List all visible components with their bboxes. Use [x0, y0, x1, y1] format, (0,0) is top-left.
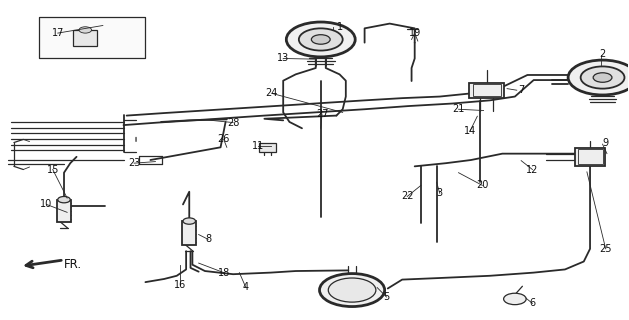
Text: 8: 8 — [205, 234, 211, 244]
Text: 10: 10 — [40, 199, 53, 209]
Text: FR.: FR. — [64, 258, 82, 271]
Text: 2: 2 — [599, 49, 606, 59]
Text: 21: 21 — [452, 104, 465, 114]
Text: 3: 3 — [437, 188, 443, 198]
Bar — [39, 17, 145, 59]
Text: 9: 9 — [603, 138, 609, 148]
Circle shape — [568, 60, 629, 95]
Text: 20: 20 — [476, 180, 489, 190]
Bar — [469, 83, 504, 98]
Circle shape — [286, 22, 355, 57]
Text: 19: 19 — [409, 28, 421, 38]
Bar — [472, 84, 501, 96]
Text: 16: 16 — [174, 280, 186, 290]
Text: 11: 11 — [252, 141, 264, 151]
Text: 14: 14 — [464, 126, 476, 136]
Circle shape — [183, 218, 196, 224]
Bar — [57, 200, 71, 222]
Text: 1: 1 — [337, 22, 343, 32]
Text: 18: 18 — [218, 268, 230, 278]
Circle shape — [299, 28, 343, 51]
Text: 5: 5 — [384, 292, 389, 302]
Bar — [577, 149, 603, 164]
Circle shape — [79, 27, 92, 33]
Text: 6: 6 — [530, 298, 535, 308]
Circle shape — [311, 35, 330, 44]
Circle shape — [58, 196, 70, 203]
Bar — [182, 221, 196, 245]
Text: 27: 27 — [316, 109, 328, 119]
Text: 22: 22 — [401, 191, 413, 202]
Circle shape — [593, 73, 612, 82]
Circle shape — [581, 67, 625, 89]
Text: 28: 28 — [227, 117, 239, 128]
Text: 7: 7 — [518, 85, 525, 95]
Text: 17: 17 — [52, 28, 64, 38]
Text: 15: 15 — [47, 164, 59, 174]
Bar — [575, 148, 605, 165]
Circle shape — [320, 274, 385, 307]
Circle shape — [504, 293, 526, 305]
Text: 25: 25 — [599, 244, 612, 254]
Bar — [74, 30, 97, 46]
Text: 12: 12 — [526, 164, 538, 174]
Bar — [259, 143, 276, 152]
Circle shape — [328, 278, 376, 302]
Text: 13: 13 — [277, 53, 289, 63]
Text: 23: 23 — [128, 158, 140, 168]
Text: 4: 4 — [243, 282, 248, 292]
Text: 26: 26 — [218, 134, 230, 144]
Text: 24: 24 — [265, 88, 278, 98]
